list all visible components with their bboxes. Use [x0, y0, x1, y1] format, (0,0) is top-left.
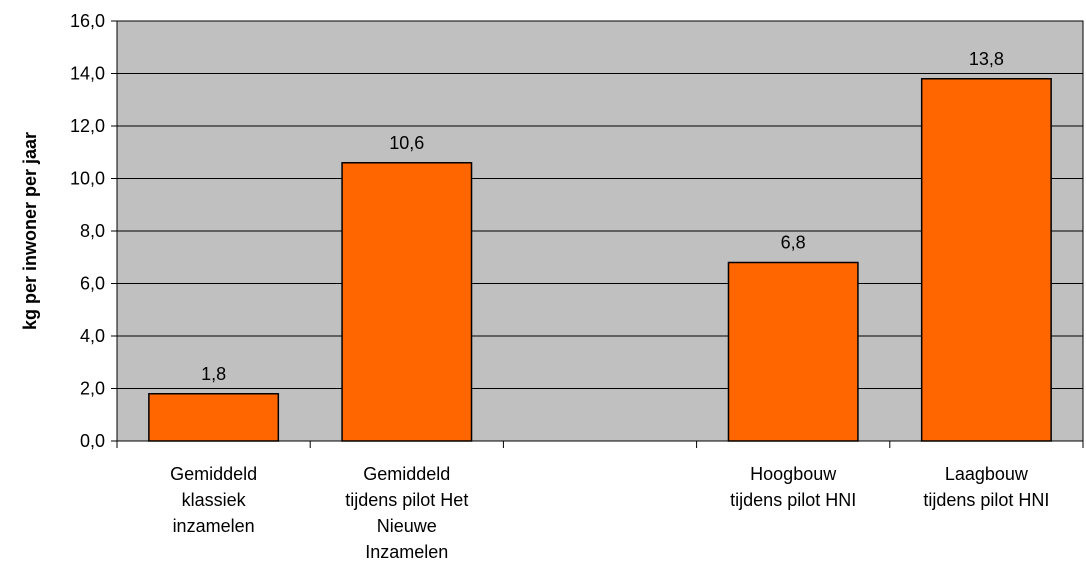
category-label-4-line-1: tijdens pilot HNI [923, 490, 1049, 510]
category-label-1-line-1: tijdens pilot Het [345, 490, 468, 510]
data-labels: 1,8 10,6 6,8 13,8 [201, 49, 1004, 384]
category-label-4-line-0: Laagbouw [945, 464, 1029, 484]
y-tick-label-2: 4,0 [80, 326, 105, 346]
bar-0 [148, 393, 280, 442]
category-label-1-line-2: Nieuwe [377, 516, 437, 536]
category-label-1-line-0: Gemiddeld [363, 464, 450, 484]
y-tick-labels: 0,0 2,0 4,0 6,0 8,0 10,0 12,0 14,0 16,0 [70, 11, 105, 451]
y-tick-label-0: 0,0 [80, 431, 105, 451]
y-tick-label-6: 12,0 [70, 116, 105, 136]
y-axis-title: kg per inwoner per jaar [20, 132, 40, 330]
category-label-0-line-1: klassiek [182, 490, 247, 510]
data-label-3: 6,8 [781, 233, 806, 253]
y-tick-label-4: 8,0 [80, 221, 105, 241]
category-label-0-line-2: inzamelen [173, 516, 255, 536]
y-tick-label-3: 6,0 [80, 274, 105, 294]
data-label-4: 13,8 [969, 49, 1004, 69]
y-tick-label-7: 14,0 [70, 64, 105, 84]
y-tick-label-1: 2,0 [80, 379, 105, 399]
category-label-1-line-3: Inzamelen [365, 542, 448, 562]
y-tick-label-8: 16,0 [70, 11, 105, 31]
y-tick-label-5: 10,0 [70, 169, 105, 189]
data-label-1: 10,6 [389, 133, 424, 153]
x-category-labels: Gemiddeld klassiek inzamelen Gemiddeld tijde… [170, 464, 1049, 562]
bars [148, 78, 1052, 442]
category-label-3-line-1: tijdens pilot HNI [730, 490, 856, 510]
bar-3 [727, 261, 859, 442]
category-label-3-line-0: Hoogbouw [750, 464, 837, 484]
axes [111, 20, 1084, 448]
bar-1 [341, 162, 473, 442]
data-label-0: 1,8 [201, 364, 226, 384]
bar-4 [920, 78, 1052, 442]
category-label-0-line-0: Gemiddeld [170, 464, 257, 484]
